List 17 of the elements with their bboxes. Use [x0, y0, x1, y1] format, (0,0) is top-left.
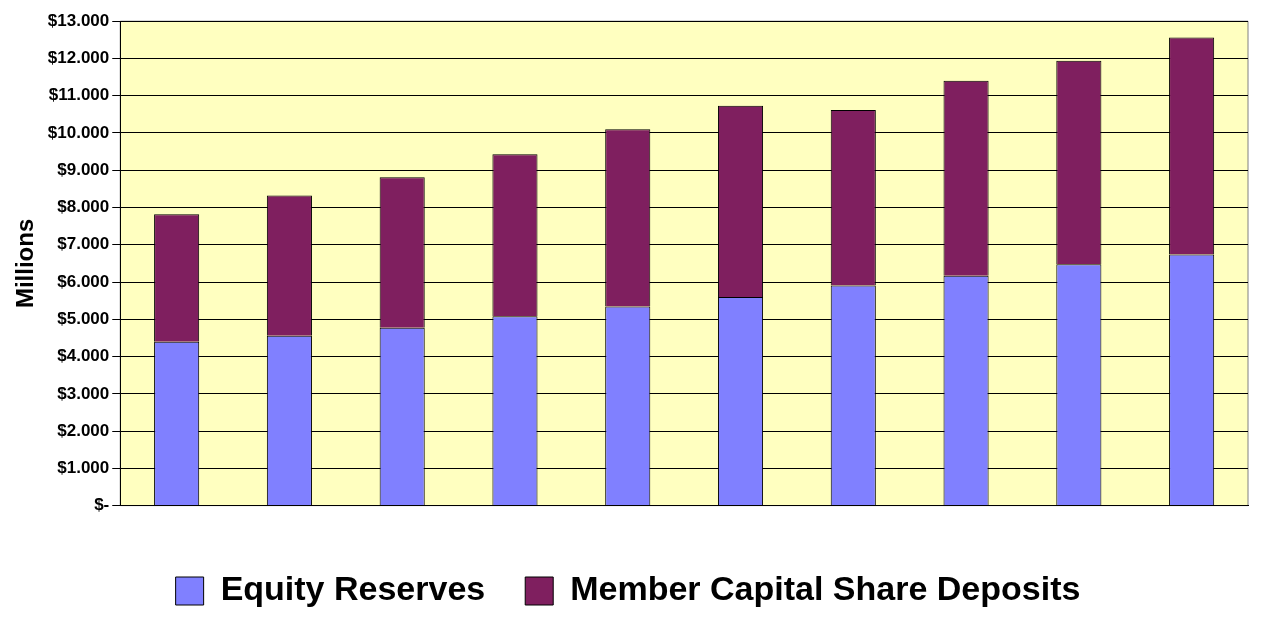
y-tick-label: $9.000 — [57, 159, 110, 179]
y-tick-label: $2.000 — [57, 420, 110, 440]
legend-label: Equity Reserves — [220, 569, 486, 608]
y-tick-label: $5.000 — [57, 308, 110, 328]
y-tick-label: $8.000 — [57, 197, 110, 217]
y-tick-label: $10.000 — [47, 122, 110, 142]
y-tick-label: $4.000 — [57, 346, 110, 366]
y-tick-label: $- — [94, 495, 110, 515]
y-tick-label: $3.000 — [57, 383, 110, 403]
y-axis-title: Millions — [11, 218, 39, 309]
y-tick-label: $13.000 — [47, 10, 110, 30]
y-tick-label: $12.000 — [47, 48, 110, 68]
y-tick-label: $1.000 — [57, 458, 110, 478]
y-tick-label: $11.000 — [48, 85, 110, 105]
y-tick-label: $6.000 — [57, 271, 110, 291]
y-tick-label: $7.000 — [57, 234, 110, 254]
legend-label: Member Capital Share Deposits — [570, 569, 1081, 608]
